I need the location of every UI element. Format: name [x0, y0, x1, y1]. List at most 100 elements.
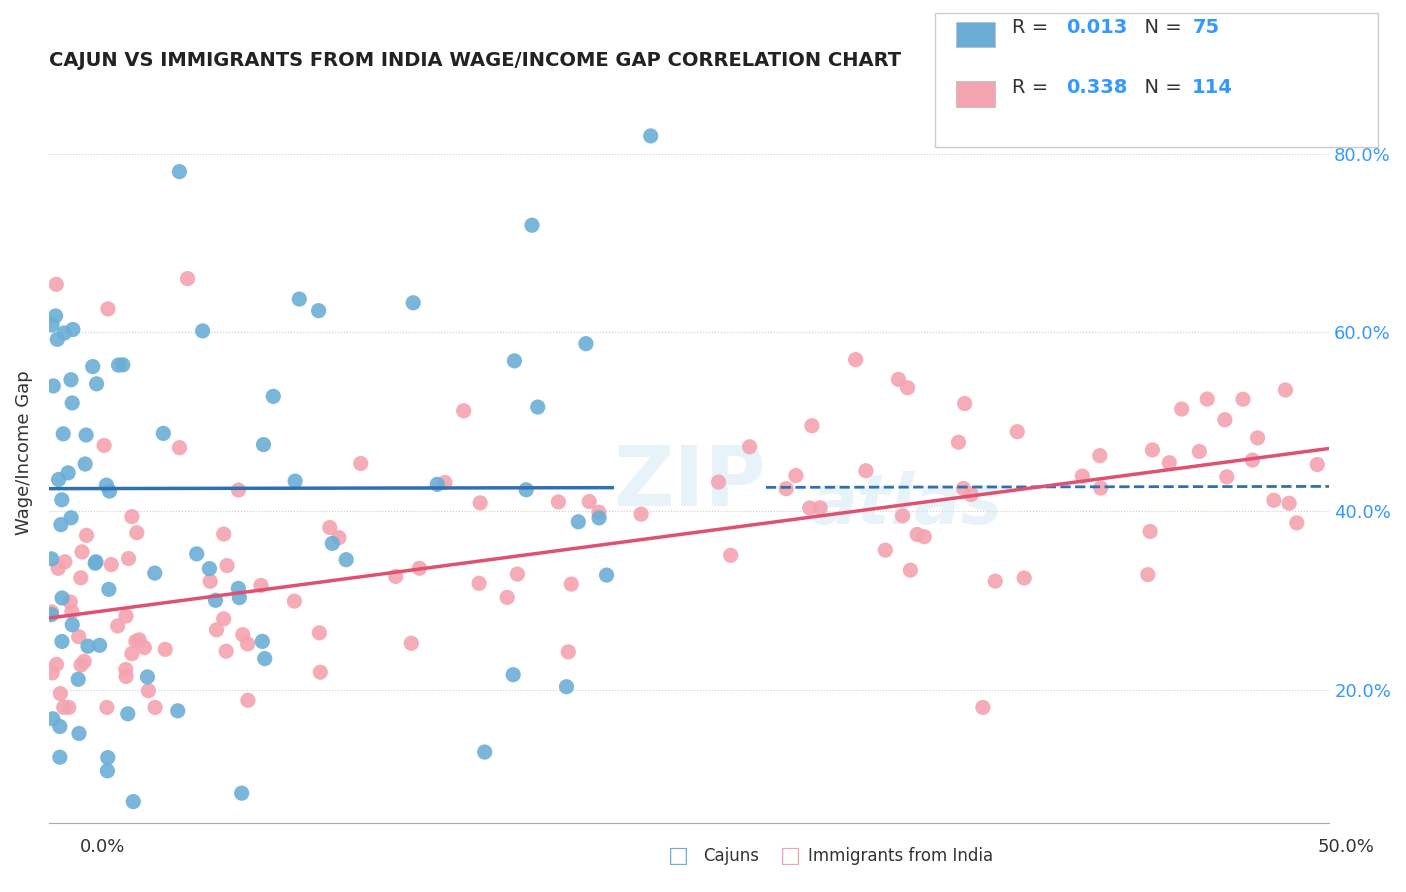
Point	[49, 687, 72, 701]
Text: Cajuns: Cajuns	[703, 847, 759, 865]
Point	[502, 667, 524, 681]
Point	[578, 494, 600, 508]
Point	[69, 571, 91, 585]
Point	[526, 400, 548, 414]
Point	[41, 318, 63, 332]
Point	[111, 358, 134, 372]
Point	[125, 525, 148, 540]
Point	[775, 482, 797, 496]
Point	[401, 636, 423, 650]
Point	[887, 372, 910, 386]
Point	[76, 528, 98, 542]
Point	[60, 510, 83, 524]
Point	[1142, 442, 1164, 457]
Point	[86, 376, 108, 391]
Text: Immigrants from India: Immigrants from India	[808, 847, 994, 865]
Point	[134, 640, 156, 655]
Point	[288, 292, 311, 306]
Point	[335, 552, 357, 566]
Point	[56, 466, 79, 480]
Point	[67, 726, 90, 740]
Point	[60, 605, 83, 619]
Text: N =: N =	[1132, 78, 1188, 97]
Point	[60, 396, 83, 410]
Point	[232, 628, 254, 642]
Point	[1136, 567, 1159, 582]
Point	[262, 389, 284, 403]
Point	[875, 543, 897, 558]
Point	[1012, 571, 1035, 585]
Point	[1241, 453, 1264, 467]
Point	[952, 482, 974, 496]
Point	[799, 500, 821, 515]
Point	[1216, 470, 1239, 484]
Point	[1159, 456, 1181, 470]
Point	[426, 477, 449, 491]
Point	[520, 218, 543, 232]
Point	[948, 435, 970, 450]
Point	[891, 508, 914, 523]
Point	[136, 670, 159, 684]
Point	[212, 527, 235, 541]
Text: CAJUN VS IMMIGRANTS FROM INDIA WAGE/INCOME GAP CORRELATION CHART: CAJUN VS IMMIGRANTS FROM INDIA WAGE/INCO…	[49, 51, 901, 70]
Point	[45, 309, 67, 323]
Point	[97, 750, 120, 764]
Point	[1306, 458, 1329, 472]
Text: 50.0%: 50.0%	[1317, 838, 1374, 855]
Point	[143, 566, 166, 581]
Point	[503, 354, 526, 368]
Point	[59, 595, 82, 609]
Point	[52, 426, 75, 441]
Point	[250, 578, 273, 592]
Point	[897, 381, 920, 395]
Point	[198, 574, 221, 589]
Point	[115, 669, 138, 683]
Point	[53, 326, 76, 340]
Point	[117, 551, 139, 566]
Point	[96, 700, 118, 714]
Point	[45, 657, 67, 672]
Point	[595, 568, 617, 582]
Point	[496, 591, 519, 605]
Point	[468, 576, 491, 591]
Point	[1088, 449, 1111, 463]
Point	[169, 441, 191, 455]
Text: □: □	[780, 847, 801, 866]
Point	[567, 515, 589, 529]
Point	[49, 720, 72, 734]
Point	[122, 795, 145, 809]
Point	[474, 745, 496, 759]
Point	[48, 473, 70, 487]
Point	[125, 634, 148, 648]
Point	[1285, 516, 1308, 530]
Point	[82, 359, 104, 374]
Point	[115, 609, 138, 624]
Point	[253, 651, 276, 665]
Point	[97, 301, 120, 316]
Point	[236, 693, 259, 707]
Text: 114: 114	[1192, 78, 1233, 97]
Point	[46, 561, 69, 575]
Point	[557, 645, 579, 659]
Point	[75, 457, 97, 471]
Point	[89, 638, 111, 652]
Point	[51, 591, 73, 605]
Point	[402, 295, 425, 310]
Point	[900, 563, 922, 577]
Point	[138, 683, 160, 698]
Point	[1278, 496, 1301, 510]
Point	[905, 527, 928, 541]
Point	[67, 630, 90, 644]
Point	[84, 555, 107, 569]
Point	[75, 428, 97, 442]
Point	[845, 352, 868, 367]
Point	[283, 594, 305, 608]
Point	[1071, 469, 1094, 483]
Point	[319, 520, 342, 534]
Point	[215, 558, 238, 573]
Point	[1090, 481, 1112, 495]
Text: □: □	[668, 847, 689, 866]
Point	[575, 336, 598, 351]
Point	[972, 700, 994, 714]
Point	[97, 582, 120, 597]
